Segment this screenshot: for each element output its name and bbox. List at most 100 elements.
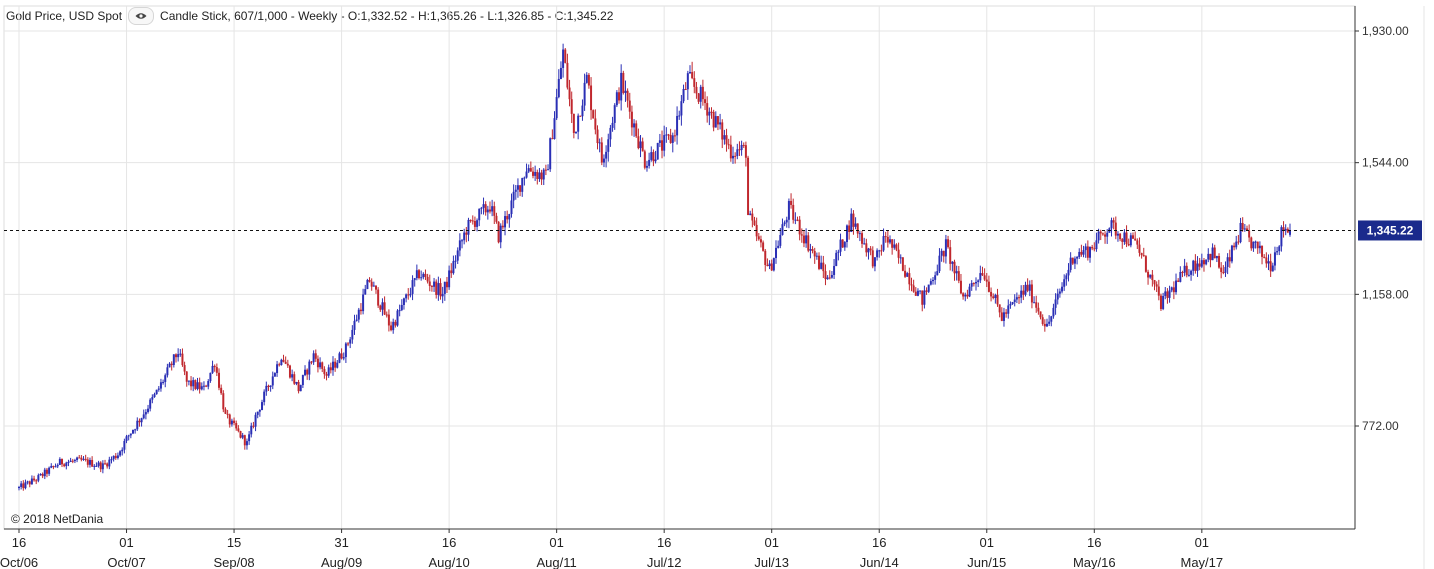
candle-body — [568, 87, 571, 100]
candle-body — [1129, 235, 1132, 246]
candle-body — [622, 72, 625, 93]
candle-body — [667, 134, 670, 136]
candle-body — [1177, 280, 1180, 282]
candle-body — [888, 239, 891, 243]
candle-body — [1002, 312, 1005, 321]
candle-body — [426, 276, 429, 282]
candle-body — [136, 420, 139, 430]
candle-body — [308, 361, 311, 375]
candle-body — [1116, 233, 1119, 236]
candle-body — [269, 385, 272, 388]
y-tick-label: 1,930.00 — [1362, 24, 1409, 38]
candle-body — [998, 304, 1001, 313]
candle-body — [248, 434, 251, 442]
candle-body — [1289, 230, 1291, 235]
candle-body — [456, 250, 459, 261]
candle-body — [768, 263, 771, 267]
candle-body — [1018, 297, 1021, 299]
candle-body — [618, 92, 621, 101]
visibility-toggle-button[interactable] — [128, 7, 155, 25]
candle-body — [680, 101, 683, 116]
candle-body — [1104, 234, 1107, 237]
candle-body — [351, 329, 354, 340]
candle-body — [714, 116, 717, 128]
candle-body — [82, 458, 85, 460]
candle-body — [590, 85, 593, 111]
candle-body — [119, 451, 122, 456]
candle-body — [273, 373, 276, 377]
candle-body — [1076, 257, 1079, 259]
candle-body — [820, 262, 823, 269]
candle-body — [52, 465, 55, 467]
candle-body — [514, 189, 517, 192]
candle-body — [908, 273, 911, 285]
candle-body — [719, 122, 722, 125]
candle-body — [153, 394, 156, 398]
candle-body — [1209, 253, 1212, 261]
candle-body — [1157, 286, 1160, 296]
candle-body — [37, 475, 40, 481]
candle-body — [127, 435, 130, 437]
candle-body — [822, 262, 825, 272]
candle-body — [985, 279, 988, 282]
candle-body — [215, 367, 218, 373]
candle-body — [405, 294, 408, 299]
candle-body — [916, 290, 919, 296]
candle-body — [652, 152, 655, 162]
x-tick-day-label: 01 — [1195, 535, 1209, 550]
candle-body — [280, 359, 283, 366]
candle-body — [734, 155, 737, 157]
candle-body — [792, 204, 795, 220]
candle-body — [938, 255, 941, 272]
candle-body — [1056, 293, 1059, 300]
candle-body — [1052, 307, 1055, 317]
candle-body — [1082, 250, 1085, 255]
candle-body — [828, 277, 831, 279]
candle-body — [843, 242, 846, 248]
candle-body — [108, 459, 111, 467]
candle-body — [372, 285, 375, 287]
candle-body — [678, 115, 681, 117]
x-tick-day-label: 16 — [872, 535, 886, 550]
candle-body — [899, 257, 902, 259]
candle-body — [990, 291, 993, 297]
candle-body — [364, 289, 367, 295]
candle-body — [811, 249, 814, 251]
candle-body — [953, 261, 956, 274]
candles — [18, 43, 1291, 491]
candle-body — [579, 115, 582, 117]
candle-body — [959, 280, 962, 294]
candle-body — [983, 275, 986, 280]
candle-body — [220, 387, 223, 394]
candle-body — [1121, 239, 1124, 242]
candle-body — [923, 290, 926, 305]
candle-body — [43, 469, 46, 477]
candle-body — [93, 465, 96, 467]
candle-body — [1245, 228, 1248, 231]
candle-body — [58, 458, 61, 465]
candle-body — [56, 464, 59, 467]
candle-body — [727, 144, 730, 146]
candle-body — [587, 74, 590, 86]
candle-body — [1250, 237, 1253, 249]
candle-body — [1142, 255, 1145, 257]
candle-body — [155, 389, 158, 395]
candle-body — [910, 284, 913, 286]
candle-body — [1043, 323, 1046, 327]
candle-body — [1172, 287, 1175, 293]
candle-body — [379, 305, 382, 310]
candle-body — [992, 296, 995, 299]
x-tick-month-label: May/17 — [1181, 555, 1224, 569]
x-tick-month-label: Jun/15 — [967, 555, 1006, 569]
candle-body — [239, 431, 242, 438]
candle-body — [357, 309, 360, 320]
candle-body — [1241, 222, 1244, 230]
candle-body — [630, 111, 633, 128]
candle-body — [975, 281, 978, 284]
candle-body — [944, 239, 947, 257]
candle-body — [162, 381, 165, 383]
candle-body — [753, 220, 756, 225]
candle-body — [336, 362, 339, 368]
candle-body — [121, 449, 124, 452]
